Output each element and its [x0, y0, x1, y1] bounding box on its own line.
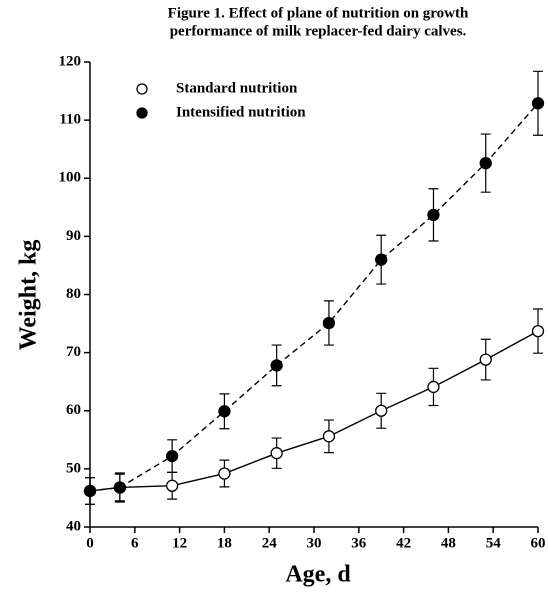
- data-point: [322, 430, 336, 443]
- x-tick-label: 36: [351, 535, 367, 551]
- y-tick-label: 90: [66, 228, 81, 244]
- x-tick-label: 6: [131, 535, 139, 551]
- x-tick-label: 30: [307, 535, 322, 551]
- x-tick-label: 18: [217, 535, 232, 551]
- data-point: [479, 353, 492, 366]
- chart-title: performance of milk replacer-fed dairy c…: [170, 23, 467, 39]
- x-tick-label: 42: [396, 535, 411, 551]
- data-point: [165, 449, 179, 463]
- data-point: [270, 447, 283, 460]
- legend-label: Standard nutrition: [176, 80, 298, 96]
- y-tick-label: 40: [66, 518, 81, 534]
- y-axis-title: Weight, kg: [16, 240, 42, 351]
- data-point: [83, 484, 97, 498]
- legend-marker: [136, 107, 148, 119]
- y-tick-label: 70: [66, 344, 81, 360]
- data-point: [165, 479, 179, 492]
- data-point: [531, 324, 545, 338]
- series-line: [89, 102, 539, 492]
- legend-label: Intensified nutrition: [176, 104, 306, 120]
- data-point: [479, 156, 492, 170]
- y-tick-label: 80: [66, 286, 81, 302]
- data-point: [427, 208, 440, 222]
- chart-title: Figure 1. Effect of plane of nutrition o…: [168, 5, 469, 21]
- y-tick-label: 60: [66, 402, 81, 418]
- data-point: [322, 316, 336, 330]
- data-point: [113, 481, 127, 494]
- x-tick-label: 60: [531, 535, 546, 551]
- data-point: [218, 405, 231, 418]
- x-axis-title: Age, d: [285, 562, 351, 588]
- x-tick-label: 0: [86, 535, 94, 551]
- x-tick-label: 12: [172, 535, 187, 551]
- x-tick-label: 54: [486, 535, 502, 551]
- x-tick-label: 24: [262, 535, 278, 551]
- y-tick-label: 120: [59, 53, 82, 69]
- series-line: [89, 330, 539, 492]
- legend-marker: [136, 83, 148, 95]
- x-tick-label: 48: [441, 535, 456, 551]
- y-tick-label: 110: [59, 112, 81, 128]
- data-point: [427, 380, 440, 394]
- data-point: [218, 467, 231, 480]
- y-tick-label: 50: [66, 460, 81, 476]
- data-point: [270, 359, 283, 372]
- data-point: [375, 404, 388, 417]
- data-point: [531, 97, 545, 110]
- data-point: [375, 253, 388, 266]
- y-tick-label: 100: [59, 170, 82, 186]
